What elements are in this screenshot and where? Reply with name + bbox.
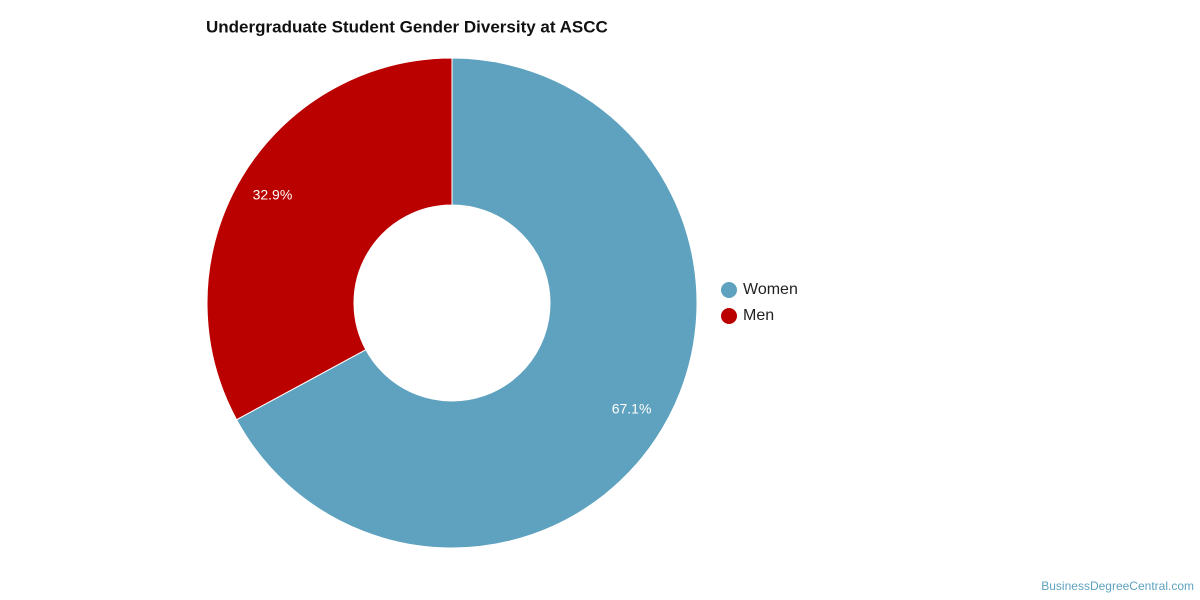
donut-slice bbox=[206, 57, 453, 421]
chart-title: Undergraduate Student Gender Diversity a… bbox=[206, 17, 608, 36]
legend-label: Men bbox=[743, 307, 774, 324]
data-label: 67.1% bbox=[612, 401, 652, 417]
data-label: 32.9% bbox=[253, 187, 293, 203]
legend-label: Women bbox=[743, 281, 798, 298]
legend-marker bbox=[721, 308, 737, 324]
credit[interactable]: BusinessDegreeCentral.com bbox=[1041, 579, 1194, 593]
legend-marker bbox=[721, 282, 737, 298]
donut-slice bbox=[235, 57, 698, 549]
